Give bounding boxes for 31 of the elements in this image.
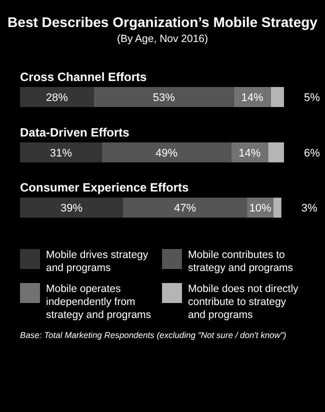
bar [270, 87, 284, 107]
data-label: 10% [249, 202, 272, 215]
bar [268, 142, 284, 162]
data-label: 28% [46, 92, 68, 104]
legend-label: Mobile does not directly contribute to strategy and programs [188, 283, 300, 322]
data-label: 39% [60, 202, 83, 215]
data-label: 14% [241, 92, 264, 104]
bar [20, 198, 123, 218]
chart-title: Best Describes Organization’s Mobile Strategy [6, 14, 318, 30]
legend-label: Mobile drives strategy and programs [46, 249, 150, 275]
data-label: 14% [238, 147, 261, 160]
bar [94, 87, 234, 107]
data-label: 6% [304, 147, 320, 160]
data-label: 49% [156, 147, 178, 160]
data-label: 31% [50, 147, 72, 160]
legend-label: Mobile contributes to strategy and programs [188, 249, 294, 275]
data-label: 47% [174, 202, 196, 215]
y-tick-label: Data-Driven Efforts [20, 125, 130, 140]
text: Base: Total Marketing Respondents (excluding "Not sure / don't know") [20, 330, 288, 340]
data-label: 3% [301, 202, 318, 215]
chart-subtitle: (By Age, Nov 2016) [116, 33, 210, 45]
bar [20, 87, 94, 107]
bar [102, 142, 232, 162]
y-tick-label: Cross Channel Efforts [20, 70, 148, 84]
data-label: 5% [304, 92, 320, 104]
bar [273, 198, 282, 218]
y-tick-label: Consumer Experience Efforts [20, 180, 190, 195]
bar [122, 198, 248, 218]
data-label: 53% [152, 92, 176, 104]
bar [20, 142, 102, 162]
legend-label: Mobile operates independently from strategy and programs [46, 283, 152, 322]
